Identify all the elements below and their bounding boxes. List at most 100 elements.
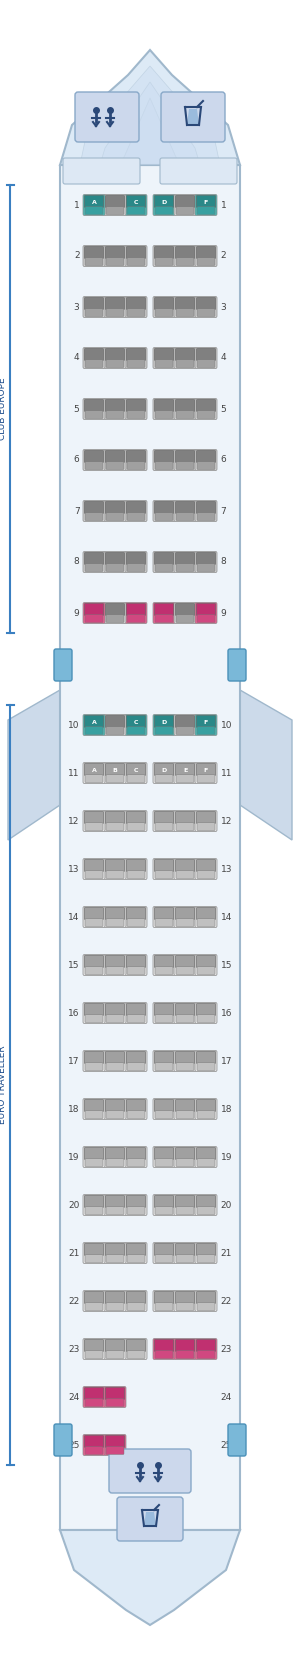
FancyBboxPatch shape	[104, 1194, 126, 1216]
Text: 24: 24	[68, 1393, 80, 1401]
FancyBboxPatch shape	[195, 1338, 217, 1359]
FancyBboxPatch shape	[106, 1111, 124, 1119]
Text: 12: 12	[68, 817, 80, 825]
FancyBboxPatch shape	[153, 1194, 175, 1216]
FancyBboxPatch shape	[105, 1004, 125, 1015]
FancyBboxPatch shape	[154, 907, 174, 920]
FancyBboxPatch shape	[105, 501, 125, 514]
FancyBboxPatch shape	[154, 603, 174, 616]
FancyBboxPatch shape	[197, 1351, 215, 1358]
FancyBboxPatch shape	[155, 919, 173, 927]
FancyBboxPatch shape	[106, 1446, 124, 1455]
FancyBboxPatch shape	[195, 1002, 217, 1024]
FancyBboxPatch shape	[125, 449, 147, 471]
FancyBboxPatch shape	[105, 1052, 125, 1064]
Text: 17: 17	[220, 1057, 232, 1065]
FancyBboxPatch shape	[196, 1339, 216, 1351]
FancyBboxPatch shape	[175, 245, 195, 259]
FancyBboxPatch shape	[174, 1002, 196, 1024]
Text: 10: 10	[68, 720, 80, 730]
Text: F: F	[204, 768, 208, 773]
FancyBboxPatch shape	[106, 1015, 124, 1022]
FancyBboxPatch shape	[85, 1446, 103, 1455]
FancyBboxPatch shape	[176, 775, 194, 783]
Text: 20: 20	[220, 1201, 232, 1209]
FancyBboxPatch shape	[195, 194, 217, 215]
FancyBboxPatch shape	[197, 1159, 215, 1167]
FancyBboxPatch shape	[104, 907, 126, 927]
Polygon shape	[187, 109, 199, 125]
FancyBboxPatch shape	[153, 245, 175, 267]
FancyBboxPatch shape	[195, 1242, 217, 1264]
FancyBboxPatch shape	[84, 715, 104, 728]
Polygon shape	[80, 67, 220, 165]
FancyBboxPatch shape	[153, 1291, 175, 1311]
FancyBboxPatch shape	[196, 451, 216, 463]
FancyBboxPatch shape	[176, 359, 194, 367]
Text: 18: 18	[220, 1104, 232, 1114]
FancyBboxPatch shape	[160, 159, 237, 184]
FancyBboxPatch shape	[196, 715, 216, 728]
FancyBboxPatch shape	[126, 603, 146, 616]
FancyBboxPatch shape	[83, 858, 105, 880]
FancyBboxPatch shape	[174, 501, 196, 521]
FancyBboxPatch shape	[195, 715, 217, 735]
FancyBboxPatch shape	[153, 858, 175, 880]
FancyBboxPatch shape	[127, 1015, 145, 1022]
FancyBboxPatch shape	[155, 513, 173, 521]
Text: C: C	[134, 720, 138, 725]
FancyBboxPatch shape	[175, 553, 195, 564]
FancyBboxPatch shape	[105, 297, 125, 309]
FancyBboxPatch shape	[84, 1339, 104, 1351]
FancyBboxPatch shape	[176, 726, 194, 735]
FancyBboxPatch shape	[126, 1339, 146, 1351]
FancyBboxPatch shape	[125, 1147, 147, 1167]
FancyBboxPatch shape	[106, 1159, 124, 1167]
FancyBboxPatch shape	[175, 1242, 195, 1256]
FancyBboxPatch shape	[195, 449, 217, 471]
FancyBboxPatch shape	[106, 359, 124, 367]
Text: 13: 13	[220, 865, 232, 873]
FancyBboxPatch shape	[126, 245, 146, 259]
FancyBboxPatch shape	[104, 1002, 126, 1024]
Text: 16: 16	[220, 1009, 232, 1017]
FancyBboxPatch shape	[154, 763, 174, 775]
FancyBboxPatch shape	[176, 1207, 194, 1214]
FancyBboxPatch shape	[176, 1062, 194, 1070]
FancyBboxPatch shape	[196, 1147, 216, 1159]
FancyBboxPatch shape	[83, 1050, 105, 1072]
FancyBboxPatch shape	[127, 257, 145, 266]
FancyBboxPatch shape	[197, 615, 215, 623]
FancyBboxPatch shape	[153, 194, 175, 215]
Text: 23: 23	[220, 1344, 232, 1353]
FancyBboxPatch shape	[176, 257, 194, 266]
FancyBboxPatch shape	[104, 1435, 126, 1456]
FancyBboxPatch shape	[154, 553, 174, 564]
Polygon shape	[60, 165, 240, 1530]
FancyBboxPatch shape	[174, 715, 196, 735]
FancyBboxPatch shape	[174, 603, 196, 623]
FancyBboxPatch shape	[106, 870, 124, 878]
FancyBboxPatch shape	[127, 967, 145, 975]
FancyBboxPatch shape	[176, 207, 194, 214]
FancyBboxPatch shape	[106, 207, 124, 214]
FancyBboxPatch shape	[127, 823, 145, 830]
FancyBboxPatch shape	[197, 1254, 215, 1263]
FancyBboxPatch shape	[195, 501, 217, 521]
FancyBboxPatch shape	[127, 1159, 145, 1167]
FancyBboxPatch shape	[106, 1254, 124, 1263]
FancyBboxPatch shape	[155, 726, 173, 735]
Text: CLUB EUROPE: CLUB EUROPE	[0, 377, 8, 441]
Polygon shape	[120, 99, 180, 165]
FancyBboxPatch shape	[154, 715, 174, 728]
FancyBboxPatch shape	[195, 1147, 217, 1167]
FancyBboxPatch shape	[154, 1099, 174, 1112]
FancyBboxPatch shape	[176, 309, 194, 317]
FancyBboxPatch shape	[175, 1052, 195, 1064]
FancyBboxPatch shape	[174, 297, 196, 317]
FancyBboxPatch shape	[174, 551, 196, 573]
FancyBboxPatch shape	[83, 1147, 105, 1167]
FancyBboxPatch shape	[155, 1303, 173, 1311]
FancyBboxPatch shape	[125, 399, 147, 419]
FancyBboxPatch shape	[75, 92, 139, 142]
